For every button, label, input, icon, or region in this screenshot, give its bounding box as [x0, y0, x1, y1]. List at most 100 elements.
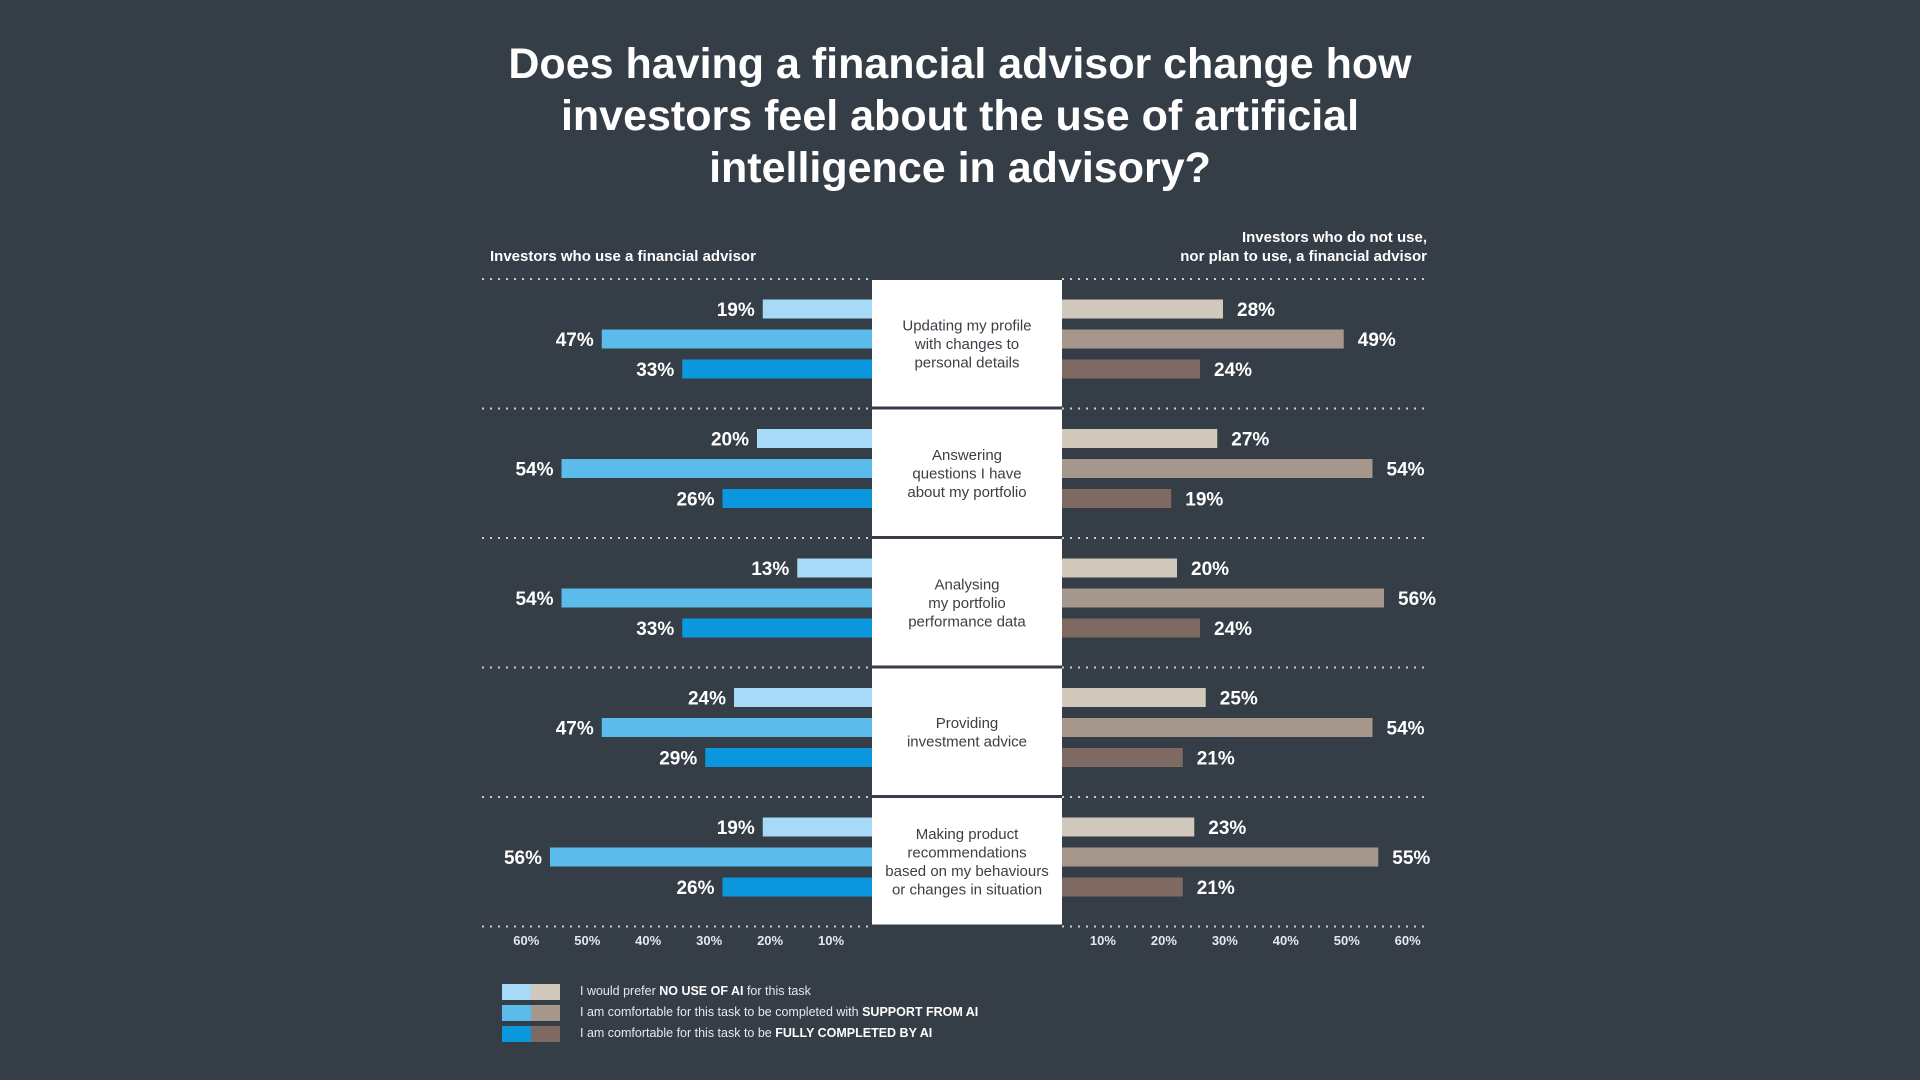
bar-left: [762, 817, 872, 837]
right-panel-label: Investors who do not use, nor plan to us…: [1107, 228, 1427, 266]
bar-left: [682, 359, 872, 379]
tick-label-right: 60%: [1395, 933, 1421, 948]
category-label: Making product recommendations based on my…: [885, 826, 1048, 899]
category-label-line: or changes in situation: [892, 882, 1042, 899]
bar-right: [1062, 618, 1200, 638]
data-label-left: 13%: [751, 559, 789, 580]
bar-right: [1062, 748, 1183, 767]
category-label-line: about my portfolio: [907, 484, 1026, 501]
bar-left: [550, 847, 872, 867]
category-label-line: Making product: [916, 826, 1019, 843]
data-label-left: 26%: [676, 490, 714, 511]
legend-swatch: [531, 1026, 560, 1042]
data-label-right: 28%: [1237, 300, 1275, 321]
bar-right: [1062, 688, 1206, 707]
tick-label-left: 20%: [757, 933, 783, 948]
bar-left: [601, 329, 872, 349]
category-label: Providing investment advice: [907, 715, 1027, 751]
tick-label-right: 20%: [1151, 933, 1177, 948]
category-label: Answering questions I have about my portfo…: [907, 447, 1026, 501]
data-label-left: 54%: [515, 460, 553, 481]
data-label-left: 20%: [711, 430, 749, 451]
right-panel-label-line: Investors who do not use,: [1241, 229, 1427, 246]
bar-left: [722, 877, 872, 897]
data-label-left: 33%: [636, 360, 674, 381]
data-label-left: 29%: [659, 749, 697, 770]
bar-left: [722, 489, 872, 508]
tick-label-right: 10%: [1090, 933, 1116, 948]
category-label-line: questions I have: [912, 465, 1021, 482]
data-label-left: 33%: [636, 619, 674, 640]
legend-swatch: [502, 1026, 531, 1042]
category-label-line: Updating my profile: [902, 317, 1031, 334]
bar-right: [1062, 299, 1223, 319]
legend-swatch: [502, 1005, 531, 1021]
left-panel-label: Investors who use a financial advisor: [490, 248, 756, 265]
data-label-right: 54%: [1387, 460, 1425, 481]
data-label-right: 25%: [1220, 689, 1258, 710]
bar-left: [762, 299, 872, 319]
bar-left: [561, 588, 872, 608]
category-box: [872, 280, 1062, 407]
tick-label-right: 50%: [1334, 933, 1360, 948]
legend-swatch: [531, 1005, 560, 1021]
legend-label: I am comfortable for this task to be FUL…: [580, 1026, 933, 1040]
bar-left: [734, 688, 872, 707]
right-panel-label-line: nor plan to use, a financial advisor: [1180, 248, 1427, 265]
bar-left: [682, 618, 872, 638]
category-label-line: with changes to: [914, 336, 1019, 353]
data-label-left: 54%: [515, 589, 553, 610]
category-label-line: performance data: [908, 613, 1026, 630]
data-label-right: 19%: [1185, 490, 1223, 511]
category-box: [872, 409, 1062, 536]
data-label-right: 24%: [1214, 360, 1252, 381]
bar-left: [561, 459, 872, 478]
legend-swatch: [502, 984, 531, 1000]
tick-label-left: 10%: [818, 933, 844, 948]
tick-label-left: 30%: [696, 933, 722, 948]
bar-right: [1062, 877, 1183, 897]
data-label-right: 55%: [1392, 848, 1430, 869]
title-line: investors feel about the use of artifici…: [560, 92, 1360, 140]
data-label-left: 19%: [717, 300, 755, 321]
data-label-right: 49%: [1358, 330, 1396, 351]
bar-right: [1062, 588, 1384, 608]
category-label-line: Providing: [936, 715, 999, 732]
data-label-right: 56%: [1398, 589, 1436, 610]
chart-title: Does having a financial advisor change h…: [460, 38, 1460, 194]
data-label-right: 21%: [1197, 749, 1235, 770]
category-box: [872, 539, 1062, 666]
tick-label-right: 40%: [1273, 933, 1299, 948]
legend-swatch: [531, 984, 560, 1000]
data-label-left: 47%: [556, 719, 594, 740]
data-label-left: 24%: [688, 689, 726, 710]
data-label-right: 23%: [1208, 818, 1246, 839]
data-label-right: 54%: [1387, 719, 1425, 740]
bar-left: [757, 429, 872, 448]
bar-right: [1062, 359, 1200, 379]
legend-label: I am comfortable for this task to be com…: [580, 1005, 979, 1019]
data-label-right: 20%: [1191, 559, 1229, 580]
title-line: Does having a financial advisor change h…: [508, 40, 1412, 88]
category-label-line: Answering: [932, 447, 1002, 464]
legend-label: I would prefer NO USE OF AI for this tas…: [580, 984, 811, 998]
data-label-left: 19%: [717, 818, 755, 839]
category-label-line: recommendations: [907, 845, 1026, 862]
bar-left: [797, 558, 872, 578]
category-label-line: investment advice: [907, 734, 1027, 751]
category-label-line: personal details: [914, 354, 1019, 371]
tick-label-left: 60%: [513, 933, 539, 948]
data-label-right: 24%: [1214, 619, 1252, 640]
bar-right: [1062, 489, 1172, 508]
data-label-left: 26%: [676, 878, 714, 899]
title-line: intelligence in advisory?: [709, 144, 1211, 192]
bar-right: [1062, 718, 1373, 737]
tick-label-right: 30%: [1212, 933, 1238, 948]
category-label-line: my portfolio: [928, 595, 1006, 612]
data-label-left: 47%: [556, 330, 594, 351]
data-label-right: 21%: [1197, 878, 1235, 899]
bar-left: [705, 748, 872, 767]
tick-label-left: 40%: [635, 933, 661, 948]
category-box: [872, 668, 1062, 795]
